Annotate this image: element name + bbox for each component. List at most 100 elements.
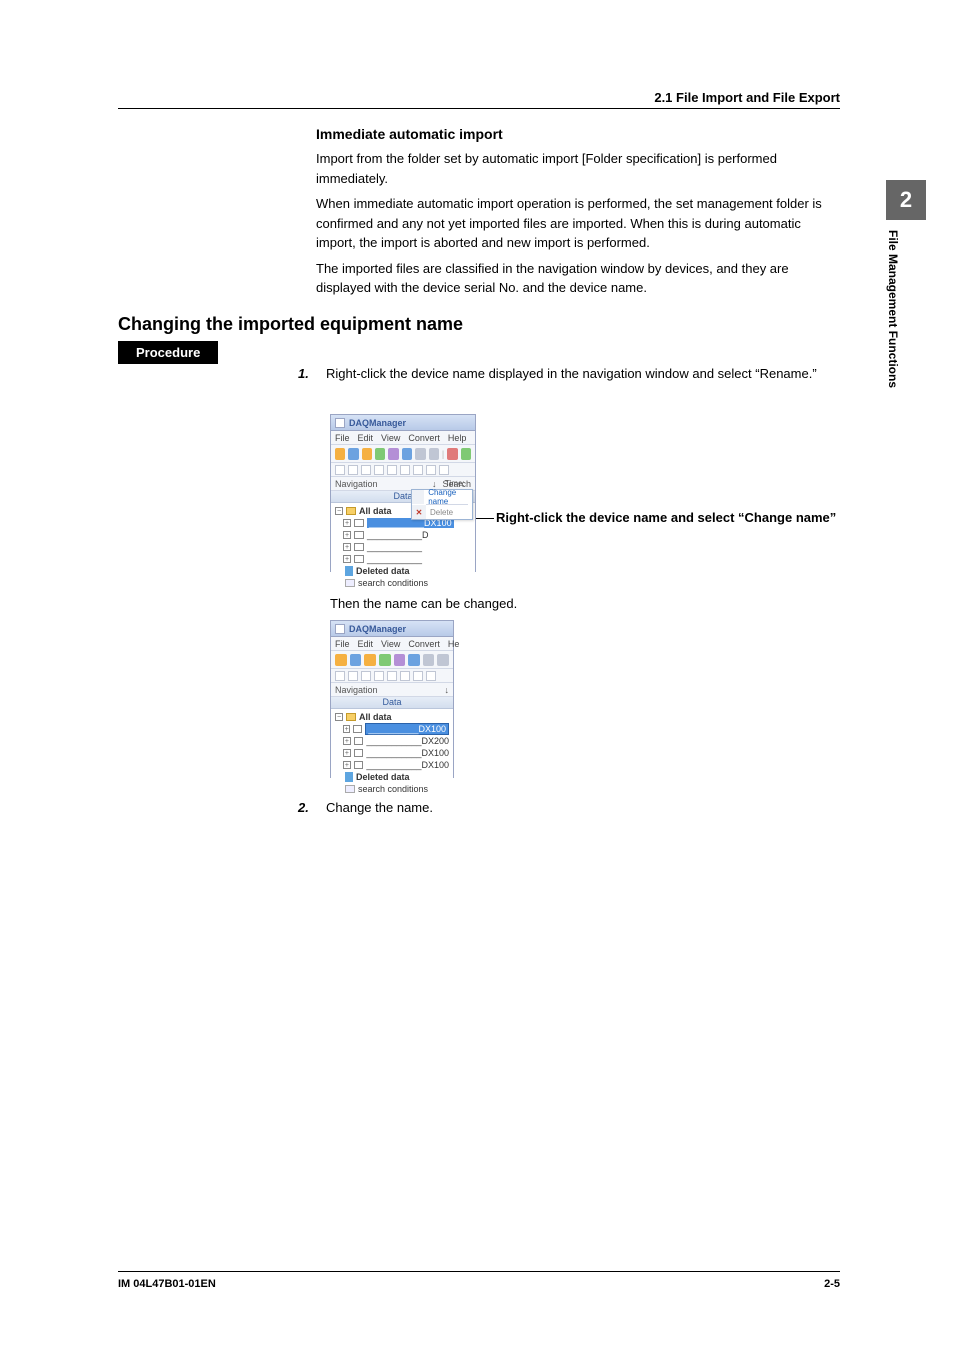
menu-item[interactable]: Edit [358,433,374,443]
toolbar-icon[interactable] [394,654,406,666]
small-toolbar-icon[interactable] [400,465,410,475]
menu-item[interactable]: Edit [358,639,374,649]
device-icon [354,519,364,527]
menu-item[interactable]: View [381,639,400,649]
small-toolbar-icon[interactable] [348,465,358,475]
menu-item[interactable]: Convert [408,433,440,443]
toolbar-icon[interactable] [408,654,420,666]
menubar: File Edit View Convert He [331,637,453,651]
expand-icon[interactable]: + [343,555,351,563]
tree-item[interactable]: ___________D [367,530,429,540]
menu-item[interactable]: Help [448,433,467,443]
expand-icon[interactable]: + [343,531,351,539]
device-icon [354,749,364,757]
separator-icon: | [442,449,444,459]
small-toolbar-icon[interactable] [426,671,436,681]
tree-item-editing[interactable]: __________DX100 [365,723,449,735]
menu-item[interactable]: He [448,639,460,649]
toolbar-icon[interactable] [379,654,391,666]
menu-item[interactable]: File [335,639,350,649]
toolbar-icon[interactable] [415,448,425,460]
deleted-data-item[interactable]: Deleted data [356,772,410,782]
step-text: Change the name. [326,800,433,815]
small-toolbar-icon[interactable] [335,465,345,475]
tree-item[interactable]: ___________DX200 [366,736,449,746]
toolbar: | [331,445,475,463]
callout-line [476,518,494,519]
toolbar-icon[interactable] [437,654,449,666]
side-tab: 2 File Management Functions [886,180,926,460]
intro-p3: The imported files are classified in the… [316,259,840,298]
tree-root[interactable]: All data [359,712,392,722]
expand-icon[interactable]: − [335,713,343,721]
toolbar-icon[interactable] [375,448,385,460]
pin-icon[interactable]: ↓ [432,479,437,489]
search-conditions-icon [345,579,355,587]
menu-item[interactable]: Convert [408,639,440,649]
tree-item[interactable]: ___________ [367,554,422,564]
app-title: DAQManager [349,418,406,428]
tree-item[interactable]: ___________DX100 [366,748,449,758]
context-menu: Change name ✕ Delete [411,489,473,520]
small-toolbar-icon[interactable] [374,671,384,681]
context-menu-item-delete[interactable]: ✕ Delete [412,505,472,519]
expand-icon[interactable]: + [343,737,351,745]
folder-icon [346,713,356,721]
device-icon [354,555,364,563]
toolbar-icon[interactable] [423,654,435,666]
search-conditions-item[interactable]: search conditions [358,578,428,588]
toolbar-icon[interactable] [362,448,372,460]
toolbar-icon[interactable] [364,654,376,666]
small-toolbar-icon[interactable] [439,465,449,475]
toolbar-icon[interactable] [461,448,471,460]
small-toolbar-icon[interactable] [348,671,358,681]
step-number: 1. [298,364,326,384]
app-title: DAQManager [349,624,406,634]
screenshot-2: DAQManager File Edit View Convert He [330,620,454,778]
toolbar-icon[interactable] [335,654,347,666]
screenshot-1: DAQManager File Edit View Convert Help | [330,414,476,572]
tree-item[interactable]: ___________DX100 [366,760,449,770]
expand-icon[interactable]: − [335,507,343,515]
trash-icon [345,566,353,576]
small-toolbar-icon[interactable] [387,671,397,681]
expand-icon[interactable]: + [343,543,351,551]
toolbar-icon[interactable] [350,654,362,666]
small-toolbar-icon[interactable] [335,671,345,681]
intro-title: Immediate automatic import [316,124,840,145]
mid-text: Then the name can be changed. [330,596,517,611]
toolbar-icon[interactable] [402,448,412,460]
expand-icon[interactable]: + [343,725,350,733]
search-conditions-item[interactable]: search conditions [358,784,428,794]
small-toolbar-icon[interactable] [361,465,371,475]
expand-icon[interactable]: + [343,761,351,769]
tree-root[interactable]: All data [359,506,392,516]
toolbar-icon[interactable] [348,448,358,460]
toolbar [331,651,453,669]
context-menu-item-rename[interactable]: Change name [412,490,472,504]
small-toolbar-icon[interactable] [400,671,410,681]
procedure-badge: Procedure [118,341,218,364]
menu-item[interactable]: File [335,433,350,443]
menu-item[interactable]: View [381,433,400,443]
small-toolbar-icon[interactable] [374,465,384,475]
pin-icon[interactable]: ↓ [445,685,450,695]
data-header: Data [331,697,453,709]
toolbar-icon[interactable] [388,448,398,460]
small-toolbar-icon[interactable] [426,465,436,475]
small-toolbar-icon[interactable] [387,465,397,475]
expand-icon[interactable]: + [343,749,351,757]
tree-item[interactable]: ___________ [367,542,422,552]
footer: IM 04L47B01-01EN 2-5 [118,1271,840,1290]
small-toolbar-icon[interactable] [361,671,371,681]
small-toolbar-icon[interactable] [413,671,423,681]
device-icon [354,737,364,745]
toolbar-icon[interactable] [335,448,345,460]
toolbar-icon[interactable] [447,448,457,460]
deleted-data-item[interactable]: Deleted data [356,566,410,576]
toolbar-row-2 [331,463,475,477]
small-toolbar-icon[interactable] [413,465,423,475]
toolbar-icon[interactable] [429,448,439,460]
expand-icon[interactable]: + [343,519,351,527]
navigation-label: Navigation [335,685,378,695]
